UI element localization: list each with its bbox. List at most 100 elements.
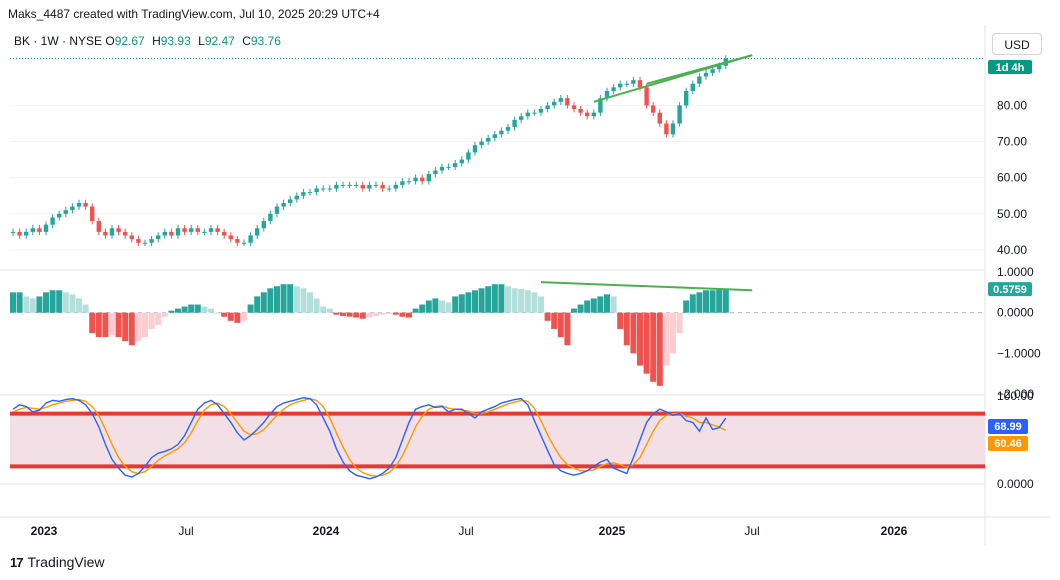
candle-body	[202, 231, 207, 233]
oscillator-tick-label: −2.000	[997, 387, 1034, 401]
candle-body	[717, 65, 722, 70]
candle-body	[505, 127, 511, 131]
candle-body	[585, 112, 590, 117]
oscillator-bar	[439, 300, 445, 313]
oscillator-bar	[208, 308, 214, 313]
candle-body	[208, 228, 214, 232]
candle-body	[499, 130, 504, 135]
symbol-legend: BK · 1W · NYSE O92.67 H93.93 L92.47 C93.…	[14, 34, 285, 48]
candle-body	[651, 105, 656, 113]
oscillator-bar	[531, 292, 538, 313]
time-axis-label: Jul	[744, 524, 759, 538]
oscillator-tick-label: −1.0000	[997, 346, 1041, 360]
oscillator-bar	[511, 288, 518, 313]
oscillator-bar	[353, 312, 360, 318]
oscillator-bar	[709, 290, 716, 313]
oscillator-bar	[623, 312, 630, 346]
candle-body	[228, 235, 233, 240]
legend-low-label: L	[198, 34, 205, 48]
candle-body	[90, 206, 95, 222]
candle-body	[327, 188, 332, 190]
candle-body	[142, 242, 148, 244]
candle-body	[314, 188, 319, 193]
oscillator-bar	[610, 296, 617, 313]
candle-body	[492, 134, 497, 138]
tradingview-logo: 17 TradingView	[10, 554, 105, 570]
oscillator-bar	[227, 312, 234, 321]
candle-body	[123, 231, 128, 236]
candle-body	[182, 228, 187, 232]
candle-body	[393, 184, 398, 189]
oscillator-bar	[366, 312, 373, 318]
stochastic-value-badge-label: 60.46	[994, 438, 1022, 450]
candle-body	[37, 228, 42, 232]
oscillator-bar	[491, 284, 498, 313]
oscillator-bar	[498, 284, 505, 313]
stochastic-tick-label: 0.0000	[997, 477, 1034, 491]
legend-open-value: 92.67	[114, 34, 145, 48]
oscillator-bar	[373, 312, 379, 316]
stochastic-line	[12, 397, 727, 480]
oscillator-bar	[16, 292, 23, 313]
oscillator-bar	[23, 296, 30, 313]
oscillator-bar	[650, 312, 657, 382]
currency-button[interactable]: USD	[992, 33, 1042, 55]
candle-body	[565, 98, 570, 106]
stochastic-value-badge	[988, 419, 1028, 434]
oscillator-bar	[399, 312, 406, 317]
oscillator-bar	[432, 298, 439, 313]
oscillator-bar	[36, 296, 43, 313]
oscillator-bar	[557, 312, 564, 338]
oscillator-bar	[175, 308, 181, 313]
oscillator-bar	[188, 304, 195, 313]
candle-body	[43, 224, 49, 232]
candle-body	[116, 228, 121, 232]
oscillator-value-badge-label: 0.5759	[993, 284, 1027, 296]
oscillator-bar	[29, 298, 36, 313]
oscillator-bar	[62, 292, 69, 313]
candle-body	[288, 199, 293, 203]
candle-body	[222, 231, 227, 236]
oscillator-bar	[161, 312, 168, 317]
oscillator-bar	[630, 312, 637, 354]
candle-body	[360, 184, 365, 189]
oscillator-bar	[326, 308, 333, 313]
candle-body	[195, 228, 200, 232]
candle-body	[512, 119, 517, 128]
candle-body	[281, 202, 286, 207]
oscillator-bar	[637, 312, 643, 366]
candle-body	[571, 105, 577, 110]
candle-body	[552, 101, 557, 106]
oscillator-bar	[597, 296, 604, 313]
candle-body	[486, 137, 491, 142]
last-price-badge	[988, 60, 1032, 74]
candle-body	[624, 83, 629, 85]
candle-body	[446, 166, 451, 168]
candle-body	[367, 184, 372, 189]
stochastic-value-badge-label: 68.99	[994, 421, 1022, 433]
candle-body	[354, 184, 359, 186]
candle-body	[189, 228, 194, 232]
oscillator-bar	[551, 312, 558, 329]
oscillator-bar	[722, 289, 729, 313]
candle-body	[472, 145, 478, 153]
oscillator-bar	[260, 292, 267, 313]
oscillator-bar	[333, 312, 340, 315]
oscillator-tick-label: 0.0000	[997, 306, 1034, 320]
candle-body	[426, 174, 431, 182]
candle-body	[413, 177, 418, 182]
candle-body	[96, 221, 101, 232]
candle-body	[677, 105, 682, 124]
candle-body	[103, 231, 108, 236]
candle-body	[657, 112, 662, 124]
oscillator-bar	[359, 312, 366, 319]
candle-body	[644, 87, 649, 106]
oscillator-trendline	[540, 281, 753, 292]
candle-body	[136, 239, 141, 243]
legend-symbol[interactable]: BK · 1W · NYSE	[14, 34, 103, 48]
oscillator-bar	[313, 298, 320, 313]
candle-body	[30, 228, 35, 232]
oscillator-bar	[122, 312, 129, 342]
legend-close-label: C	[242, 34, 251, 48]
